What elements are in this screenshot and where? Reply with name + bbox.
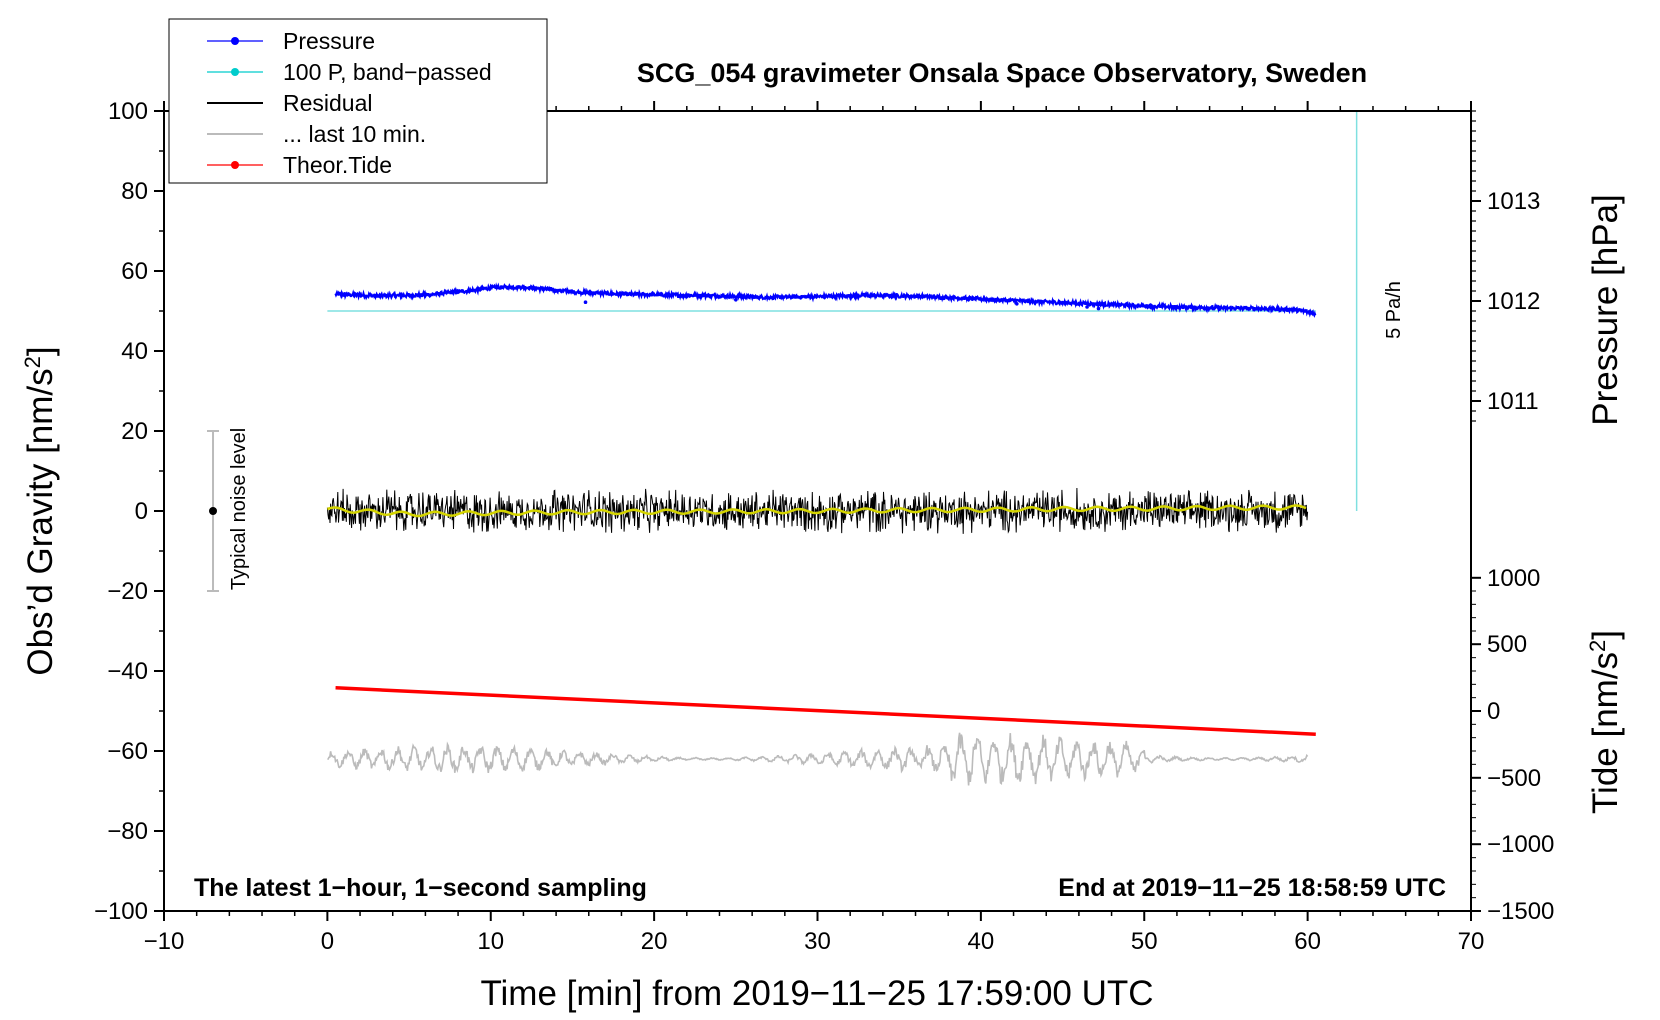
- noise-bar-center: [209, 507, 218, 515]
- y-axis-label-left: Obs’d Gravity [nm/s2]: [20, 346, 61, 675]
- y-axis-label-pressure: Pressure [hPa]: [1586, 194, 1625, 426]
- x-tick-label: 10: [477, 928, 504, 955]
- x-tick-label: 70: [1458, 928, 1485, 955]
- y-tick-label: −100: [94, 898, 148, 925]
- series-pressure-line: [334, 282, 1317, 318]
- legend-box: [168, 18, 548, 184]
- x-tick-label: 0: [321, 928, 334, 955]
- series-pressure-point: [1015, 302, 1019, 306]
- tide-tick-label: 500: [1487, 631, 1527, 658]
- y-axis-label-tide-close: ]: [1586, 630, 1625, 640]
- y-axis-label-left-close: ]: [21, 346, 60, 356]
- y-tick-label: 100: [108, 98, 148, 125]
- pressure-tick-label: 1013: [1487, 188, 1540, 215]
- tide-tick-label: −1000: [1487, 831, 1554, 858]
- tide-tick-label: 0: [1487, 698, 1500, 725]
- series-pressure-point: [734, 298, 738, 302]
- sampling-note: The latest 1−hour, 1−second sampling: [194, 874, 647, 902]
- legend-label: Pressure: [283, 28, 375, 54]
- series-residual-line: [326, 487, 1309, 534]
- tide-tick-label: −1500: [1487, 898, 1554, 925]
- legend-label: 100 P, band−passed: [283, 59, 492, 85]
- y-tick-label: 60: [121, 258, 148, 285]
- legend: Pressure 100 P, band−passed Residual ... la…: [168, 18, 548, 184]
- axis-ticks: −10 0 10 20 30 40 50 60 70−100−80−60−40−20020406…: [94, 98, 1554, 955]
- legend-label: ... last 10 min.: [283, 121, 426, 147]
- legend-entries: Pressure 100 P, band−passed Residual ... la…: [207, 28, 492, 178]
- series-pressure-point: [1096, 306, 1101, 311]
- series-residual-smoothed-line: [327, 504, 1307, 518]
- y-tick-label: −60: [107, 738, 148, 765]
- y-tick-label: −40: [107, 658, 148, 685]
- y-axis-label-tide: Tide [nm/s2]: [1585, 630, 1626, 814]
- y-axis-label-left-sup: 2: [20, 356, 45, 368]
- series-tide-line: [335, 686, 1316, 736]
- y-axis-label-tide-sup: 2: [1585, 640, 1610, 652]
- x-axis-label: Time [min] from 2019−11−25 17:59:00 UTC: [480, 974, 1153, 1013]
- legend-label: Residual: [283, 90, 373, 116]
- series-last10min-line: [327, 732, 1309, 786]
- legend-marker: [231, 161, 239, 169]
- x-tick-label: 40: [968, 928, 995, 955]
- scale-bar-label: 5 Pa/h: [1383, 281, 1405, 339]
- y-tick-label: 40: [121, 338, 148, 365]
- legend-marker: [231, 37, 239, 45]
- y-tick-label: −80: [107, 818, 148, 845]
- y-tick-label: −20: [107, 578, 148, 605]
- y-tick-label: 0: [135, 498, 148, 525]
- x-tick-label: 50: [1131, 928, 1158, 955]
- x-tick-label: 30: [804, 928, 831, 955]
- chart-title: SCG_054 gravimeter Onsala Space Observat…: [637, 58, 1367, 88]
- x-tick-label: −10: [144, 928, 185, 955]
- y-tick-label: 20: [121, 418, 148, 445]
- y-axis-label-left-main: Obs’d Gravity [nm/s: [21, 368, 60, 675]
- tide-tick-label: 1000: [1487, 565, 1540, 592]
- tide-tick-label: −500: [1487, 765, 1541, 792]
- legend-marker: [231, 68, 239, 76]
- plot-content: [207, 111, 1358, 786]
- series-pressure-point: [1085, 305, 1089, 309]
- end-time-note: End at 2019−11−25 18:58:59 UTC: [1058, 874, 1446, 902]
- pressure-tick-label: 1011: [1487, 388, 1539, 415]
- noise-level-label: Typical noise level: [228, 428, 250, 590]
- y-axis-label-tide-main: Tide [nm/s: [1586, 652, 1625, 814]
- x-tick-label: 20: [641, 928, 668, 955]
- pressure-tick-label: 1012: [1487, 288, 1540, 315]
- series-pressure-point: [583, 300, 588, 305]
- x-tick-label: 60: [1294, 928, 1321, 955]
- y-tick-label: 80: [121, 178, 148, 205]
- legend-label: Theor.Tide: [283, 152, 392, 178]
